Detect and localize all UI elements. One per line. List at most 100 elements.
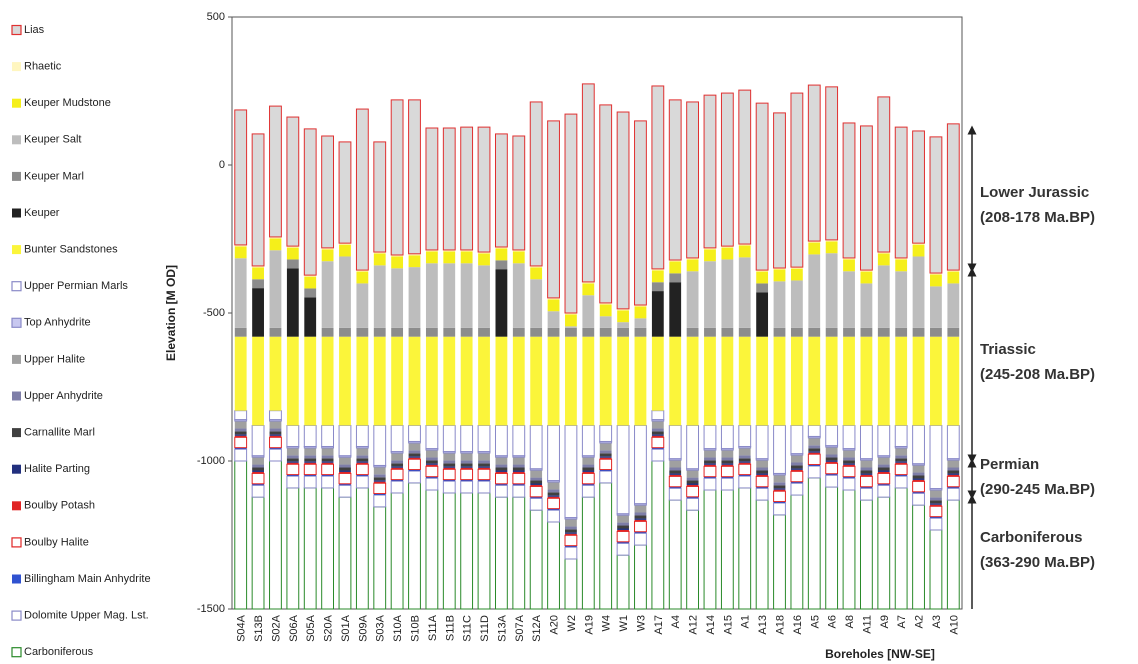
bar-segment <box>704 247 716 250</box>
bar-segment <box>929 517 943 531</box>
bar-segment <box>321 455 334 459</box>
bar-segment <box>790 465 803 469</box>
bar-segment <box>339 464 351 468</box>
bar-segment <box>756 474 769 477</box>
bar-segment <box>373 474 386 478</box>
bar-segment <box>808 336 821 426</box>
bar-segment <box>617 308 629 311</box>
bar-segment <box>825 253 838 328</box>
bar-segment <box>790 92 804 268</box>
bar-segment <box>564 424 578 519</box>
bar-segment <box>895 462 908 465</box>
bar-segment <box>756 473 769 475</box>
bar-segment <box>808 254 821 328</box>
bar-segment <box>894 424 908 447</box>
bar-segment <box>668 424 682 460</box>
bar-segment <box>390 99 404 256</box>
bar-segment <box>720 424 734 450</box>
bar-segment <box>668 499 682 610</box>
bar-segment <box>408 336 421 426</box>
bar-segment <box>703 489 717 610</box>
bar-segment <box>460 466 473 468</box>
bar-segment <box>599 442 612 451</box>
legend-swatch <box>12 574 21 584</box>
bar-segment <box>930 336 942 426</box>
bar-segment <box>339 470 351 472</box>
x-tick-label: A3 <box>931 615 943 628</box>
bar-segment <box>773 501 786 504</box>
legend-swatch <box>12 245 21 255</box>
bar-segment <box>321 463 335 476</box>
bar-segment <box>356 462 369 465</box>
bar-segment <box>234 431 247 435</box>
bar-segment <box>859 125 873 271</box>
bar-segment <box>269 431 282 435</box>
y-axis-label: Elevation [M OD] <box>164 265 178 361</box>
bar-segment <box>355 108 369 271</box>
bar-segment <box>668 99 682 261</box>
bar-segment <box>703 477 717 491</box>
bar-segment <box>565 545 577 548</box>
bar-segment <box>807 84 821 242</box>
bar-segment <box>651 268 664 271</box>
bar-segment <box>355 424 369 447</box>
bar-segment <box>565 313 577 315</box>
bar-segment <box>478 466 490 468</box>
bar-segment <box>790 481 803 484</box>
bar-segment <box>773 269 786 282</box>
bar-segment <box>686 327 699 337</box>
bar-segment <box>912 478 925 480</box>
bar-segment <box>686 470 699 478</box>
bar-segment <box>686 485 700 498</box>
bar-segment <box>790 482 804 496</box>
bar-segment <box>634 519 647 522</box>
legend-swatch <box>11 24 22 36</box>
bar-segment <box>530 267 543 280</box>
bar-segment <box>495 248 508 261</box>
x-tick-label: A1 <box>740 615 752 628</box>
legend-swatch <box>11 537 22 548</box>
bar-segment <box>512 251 525 264</box>
bar-segment <box>495 260 508 270</box>
bar-segment <box>755 475 769 488</box>
bar-segment <box>530 327 543 337</box>
bar-segment <box>669 460 682 468</box>
bar-segment <box>877 265 890 328</box>
bar-segment <box>738 327 751 337</box>
bar-segment <box>808 452 821 455</box>
bar-segment <box>442 480 456 494</box>
bar-segment <box>495 471 508 474</box>
bar-segment <box>790 462 803 466</box>
bar-segment <box>512 336 525 426</box>
bar-segment <box>790 327 803 337</box>
bar-segment <box>478 479 490 482</box>
y-tick-label: -1000 <box>197 455 225 467</box>
bar-segment <box>756 271 769 284</box>
bar-segment <box>651 421 664 429</box>
bar-segment <box>929 505 943 518</box>
bar-segment <box>704 457 716 461</box>
bar-segment <box>269 105 282 238</box>
bar-segment <box>686 271 699 328</box>
bar-segment <box>808 448 821 452</box>
bar-segment <box>495 470 508 472</box>
bar-segment <box>808 241 821 243</box>
bar-segment <box>860 460 873 468</box>
bar-segment <box>547 482 560 490</box>
bar-segment <box>912 480 925 493</box>
bar-segment <box>634 532 647 546</box>
bar-segment <box>790 424 804 455</box>
bar-segment <box>495 457 508 465</box>
bar-segment <box>478 460 490 464</box>
bar-segment <box>843 463 855 465</box>
y-tick-label: 0 <box>219 159 225 171</box>
bar-segment <box>356 336 369 426</box>
bar-segment <box>895 259 908 272</box>
bar-segment <box>773 112 786 269</box>
bar-segment <box>651 410 665 421</box>
bar-segment <box>391 336 404 426</box>
bar-segment <box>304 276 317 289</box>
bar-segment <box>651 85 665 270</box>
bar-segment <box>581 83 595 283</box>
bar-segment <box>408 327 421 337</box>
